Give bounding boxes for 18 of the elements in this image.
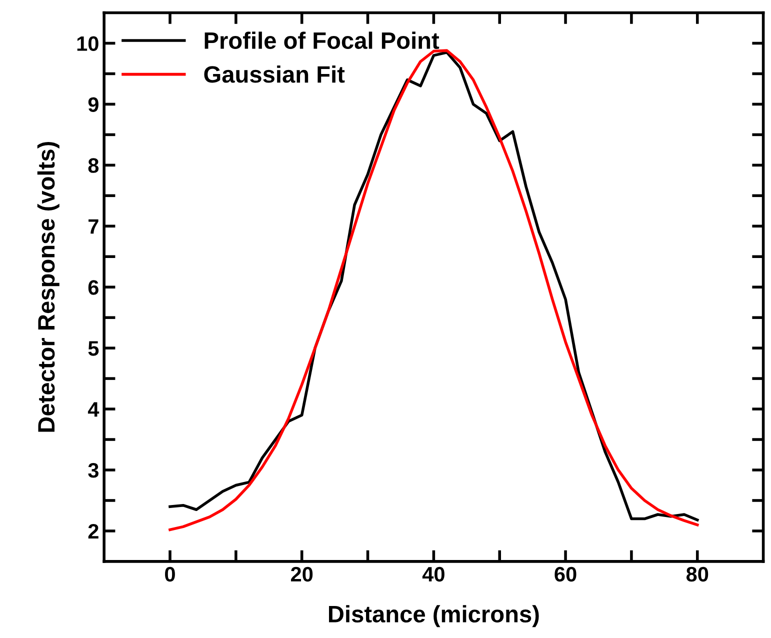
legend-label: Profile of Focal Point	[204, 32, 440, 49]
x-tick-label: 20	[290, 566, 313, 582]
y-tick-label: 5	[88, 341, 99, 356]
y-tick-label: 7	[88, 219, 98, 234]
y-tick-label: 3	[88, 462, 98, 478]
y-tick-label: 8	[88, 158, 99, 173]
y-tick-label: 9	[88, 97, 98, 112]
y-tick-label: 6	[88, 280, 98, 295]
x-tick-label: 60	[554, 566, 576, 582]
y-tick-label: 2	[88, 524, 98, 539]
x-tick-label: 80	[686, 566, 708, 582]
x-axis-title: Distance (microns)	[328, 605, 539, 628]
y-axis-title: Detector Response (volts)	[37, 142, 60, 432]
y-tick-label: 10	[77, 36, 98, 51]
x-tick-label: 40	[422, 566, 444, 582]
x-tick-label: 0	[165, 566, 175, 582]
legend-label: Gaussian Fit	[204, 65, 345, 83]
y-tick-label: 4	[88, 402, 100, 417]
